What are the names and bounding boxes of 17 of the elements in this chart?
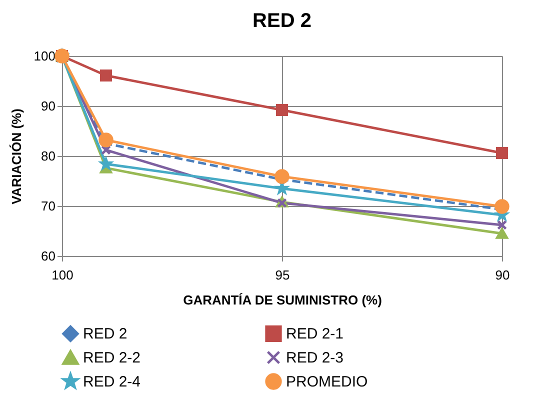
legend-label: RED 2-1 [286,326,344,343]
x-tick-label: 95 [275,268,290,282]
y-tick-label: 100 [34,48,56,64]
legend-label: RED 2-4 [83,374,141,390]
y-tick-label: 70 [41,198,56,214]
y-tick-label: 90 [41,98,56,114]
legend-label: RED 2-2 [83,350,141,366]
y-tick-label: 80 [41,148,56,164]
chart-title: RED 2 [252,10,312,32]
legend-label: RED 2 [83,326,128,343]
y-axis-title: VARIACIÓN (%) [8,108,24,204]
x-tick-label: 90 [495,268,510,282]
x-axis-title: GARANTÍA DE SUMINISTRO (%) [183,292,382,308]
legend-label: RED 2-3 [286,350,344,366]
legend-label: PROMEDIO [286,374,368,390]
x-tick-label: 100 [52,268,74,282]
y-tick-label: 60 [41,248,56,264]
